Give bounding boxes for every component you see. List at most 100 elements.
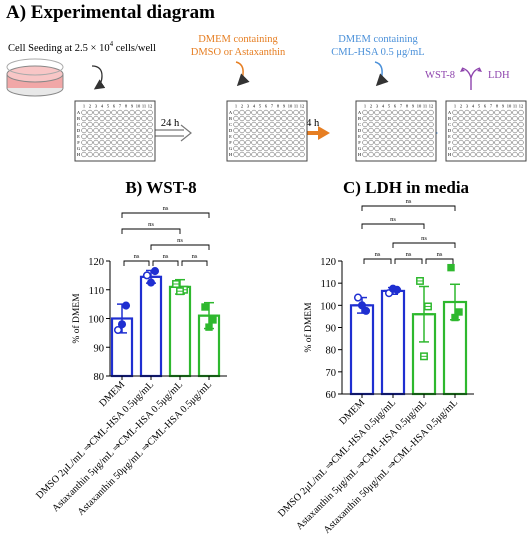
wst-label: WST-8 xyxy=(425,70,455,81)
sig-bracket xyxy=(121,212,210,218)
data-point xyxy=(201,303,209,311)
chart-b-title: B) WST-8 xyxy=(125,178,196,197)
plate-row-label: A xyxy=(77,110,81,115)
plate-col-label: 6 xyxy=(484,104,487,109)
data-point xyxy=(146,278,156,287)
plate-row-label: A xyxy=(229,110,233,115)
data-point xyxy=(205,323,213,331)
dmem-line1: DMEM containing xyxy=(198,34,278,45)
plate-row-label: C xyxy=(448,122,451,127)
cml-line2: CML-HSA 0.5 μg/mL xyxy=(331,47,424,58)
sig-label: ns xyxy=(148,221,154,228)
cml-line1: DMEM containing xyxy=(338,34,418,45)
plate-col-label: 1 xyxy=(364,104,366,109)
plate-row-label: H xyxy=(77,152,81,157)
sig-label: ns xyxy=(437,251,443,258)
plate-row-label: E xyxy=(448,134,451,139)
plate-col-label: 8 xyxy=(125,104,128,109)
plate-col-label: 3 xyxy=(466,104,469,109)
sig-label: ns xyxy=(375,251,381,258)
seeding-arrow-icon xyxy=(91,65,106,90)
plate-row-label: D xyxy=(358,128,362,133)
y-tick-label: 120 xyxy=(320,257,336,268)
plate-col-label: 11 xyxy=(423,104,427,109)
plate-row-label: C xyxy=(77,122,80,127)
plate-col-label: 8 xyxy=(496,104,499,109)
sig-bracket xyxy=(150,244,210,250)
dmem-line2: DMSO or Astaxanthin xyxy=(191,47,286,58)
plate-col-label: 11 xyxy=(513,104,517,109)
plate-row-label: E xyxy=(358,134,361,139)
data-point xyxy=(361,306,371,315)
plate-row-label: A xyxy=(448,110,452,115)
x-tick-label: Astaxanthin 5μg/mL ⇒CML-HSA 0.5μg/mL xyxy=(50,379,185,514)
sig-bracket xyxy=(152,260,179,266)
plate-col-label: 10 xyxy=(288,104,293,109)
y-tick-label: 90 xyxy=(326,324,337,335)
plate-row-label: G xyxy=(448,146,452,151)
data-point xyxy=(353,293,363,302)
plate-row-label: A xyxy=(358,110,362,115)
y-tick-label: 80 xyxy=(326,346,337,357)
petri-dish-icon xyxy=(6,58,64,97)
x-tick-label: DMSO 2μL/mL ⇒CML-HSA 0.5μg/mL xyxy=(34,379,156,501)
data-point xyxy=(117,320,127,329)
plate-row-label: E xyxy=(77,134,80,139)
plate-col-label: 1 xyxy=(235,104,237,109)
plate-row-label: F xyxy=(77,140,80,145)
sig-label: ns xyxy=(134,253,140,260)
plate-col-label: 5 xyxy=(388,104,391,109)
bar xyxy=(168,285,192,378)
svg-text:24 h: 24 h xyxy=(161,118,180,129)
y-tick-label: 100 xyxy=(88,315,104,326)
plate-col-label: 11 xyxy=(294,104,298,109)
plate-col-label: 2 xyxy=(241,104,243,109)
sig-bracket xyxy=(121,228,181,234)
plate-col-label: 4 xyxy=(382,104,385,109)
y-tick-label: 70 xyxy=(326,368,337,379)
plate-col-label: 7 xyxy=(271,104,274,109)
plate-row-label: H xyxy=(229,152,233,157)
plate-col-label: 10 xyxy=(417,104,422,109)
plate-row-label: D xyxy=(77,128,81,133)
sig-label: ns xyxy=(177,237,183,244)
plate-col-label: 6 xyxy=(394,104,397,109)
plate-col-label: 2 xyxy=(370,104,372,109)
bar xyxy=(380,289,406,396)
plate-row-label: B xyxy=(448,116,451,121)
step1-arrow: 24 h xyxy=(155,118,192,142)
plate-col-label: 4 xyxy=(101,104,104,109)
plate-col-label: 10 xyxy=(507,104,512,109)
bar xyxy=(349,304,375,396)
plate-row-label: G xyxy=(229,146,233,151)
plate-col-label: 9 xyxy=(283,104,286,109)
plate-col-label: 10 xyxy=(136,104,141,109)
sig-label: ns xyxy=(192,253,198,260)
data-point xyxy=(121,301,131,310)
plate-col-label: 5 xyxy=(259,104,262,109)
plate-col-label: 6 xyxy=(265,104,268,109)
plate-row-label: H xyxy=(358,152,362,157)
plate-col-label: 7 xyxy=(400,104,403,109)
plate-row-label: F xyxy=(448,140,451,145)
plate-row-label: H xyxy=(448,152,452,157)
panel-a-title: A) Experimental diagram xyxy=(6,2,215,23)
plate-col-label: 1 xyxy=(454,104,456,109)
plate-row-label: B xyxy=(229,116,232,121)
sig-bracket xyxy=(123,260,150,266)
plate-row-label: D xyxy=(448,128,452,133)
plate-row-label: C xyxy=(229,122,232,127)
plate-col-label: 3 xyxy=(376,104,379,109)
plate-row-label: F xyxy=(358,140,361,145)
sig-label: ns xyxy=(163,253,169,260)
data-point xyxy=(209,316,217,324)
x-tick-label: DMEM xyxy=(337,397,367,427)
plate-col-label: 9 xyxy=(502,104,505,109)
plate-row-label: D xyxy=(229,128,233,133)
data-point xyxy=(113,325,123,335)
plate-col-label: 8 xyxy=(406,104,409,109)
